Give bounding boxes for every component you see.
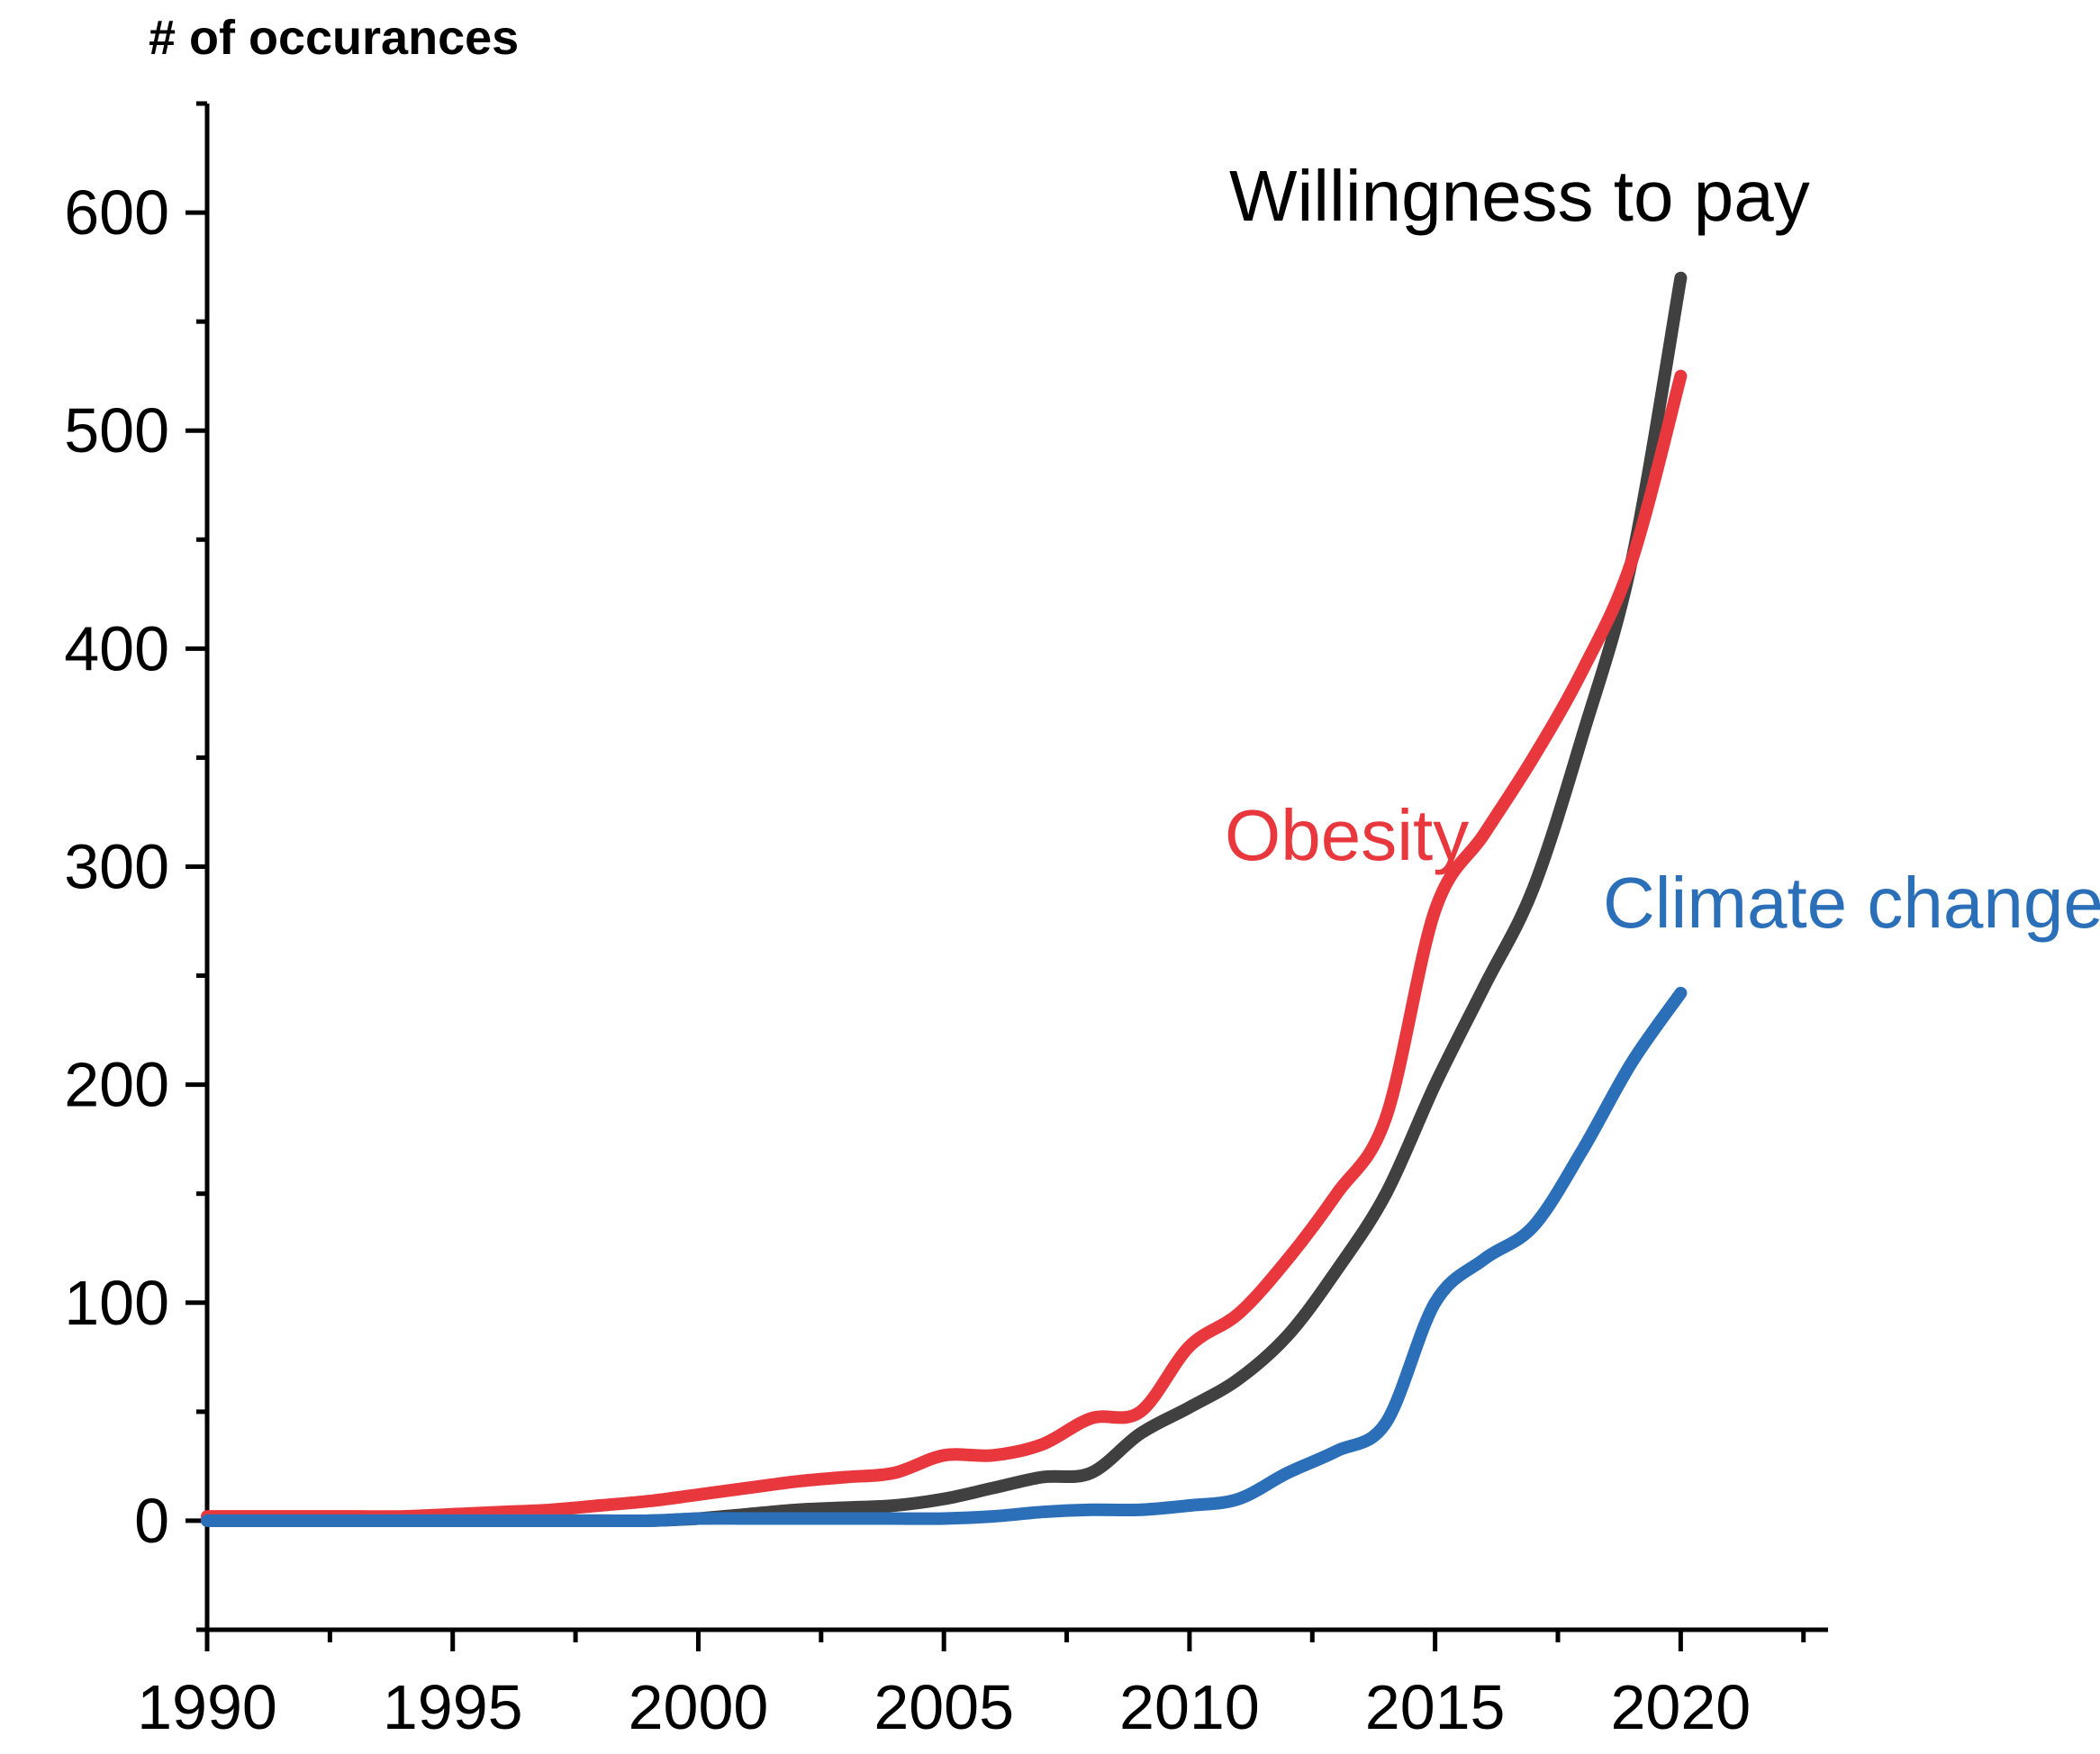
y-axis-title: # of occurances (149, 11, 519, 65)
x-tick-label: 2015 (1365, 1672, 1506, 1742)
y-tick-label: 500 (64, 395, 169, 466)
series-labels: Willingness to pay Obesity Climate change (1225, 156, 2100, 943)
x-tick-label: 2005 (873, 1672, 1014, 1742)
x-tick-label: 2000 (629, 1672, 769, 1742)
y-tick-label: 600 (64, 177, 169, 248)
y-tick-label: 0 (134, 1486, 169, 1556)
y-tick-label: 300 (64, 832, 169, 902)
axes: 0 100 200 300 400 500 600 1990 1995 2000 2005 2010 2… (64, 101, 1828, 1742)
series-layer (201, 271, 1688, 1528)
x-tick-label: 1995 (383, 1672, 523, 1742)
x-tick-label: 2020 (1610, 1672, 1751, 1742)
series-line-willingness-to-pay (201, 271, 1688, 1528)
series-line-obesity (201, 369, 1688, 1523)
x-tick-label: 1990 (137, 1672, 277, 1742)
series-label-willingness-to-pay: Willingness to pay (1229, 156, 1810, 236)
y-tick-label: 200 (64, 1050, 169, 1120)
series-label-climate-change: Climate change (1603, 863, 2100, 943)
y-tick-label: 100 (64, 1268, 169, 1338)
series-line-climate-change (201, 986, 1688, 1528)
y-tick-label: 400 (64, 613, 169, 683)
series-label-obesity: Obesity (1225, 795, 1469, 875)
x-tick-label: 2010 (1119, 1672, 1260, 1742)
